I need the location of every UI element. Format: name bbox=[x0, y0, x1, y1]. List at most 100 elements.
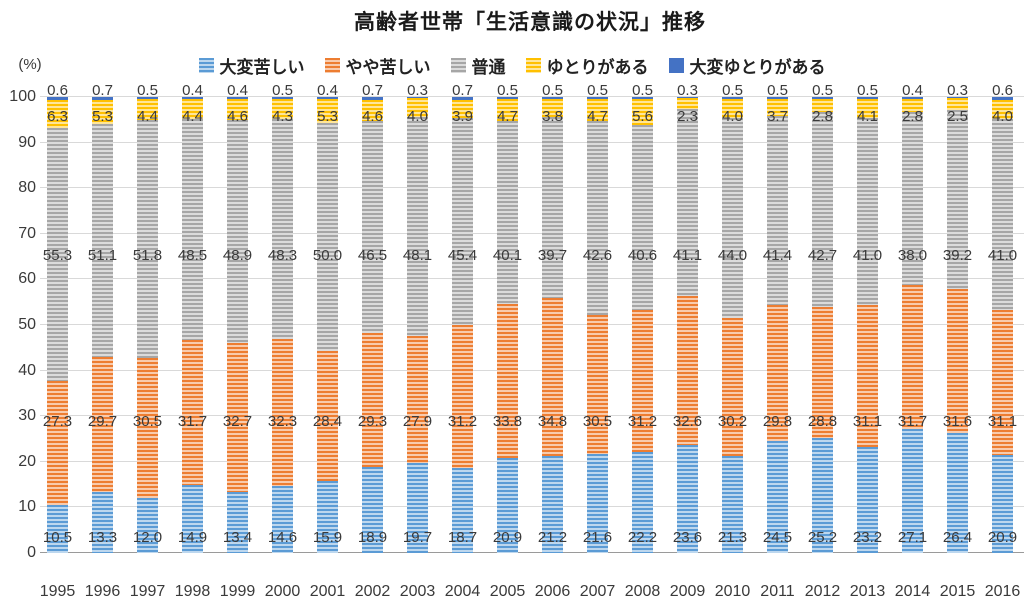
bar-segment-1-1997 bbox=[137, 357, 158, 498]
data-label-3-2010: 4.0 bbox=[722, 108, 743, 125]
x-axis-label-2010: 2010 bbox=[714, 583, 751, 600]
legend-item-3: ゆとりがある bbox=[525, 53, 649, 78]
data-label-1-2001: 28.4 bbox=[312, 413, 343, 430]
bar-2012 bbox=[812, 97, 833, 553]
data-label-0-2015: 26.4 bbox=[942, 529, 973, 546]
x-axis-label-1998: 1998 bbox=[174, 583, 211, 600]
bar-segment-1-1996 bbox=[92, 357, 113, 493]
bar-segment-3-2008 bbox=[632, 99, 653, 125]
y-axis-tick-label: 70 bbox=[18, 224, 36, 242]
data-label-2-2010: 44.0 bbox=[717, 247, 748, 264]
bar-segment-2-2012 bbox=[812, 112, 833, 307]
bar-segment-2-2001 bbox=[317, 123, 338, 351]
data-label-0-1996: 13.3 bbox=[87, 529, 118, 546]
gridline-100 bbox=[40, 96, 1024, 97]
data-label-2-2002: 46.5 bbox=[357, 247, 388, 264]
legend-item-1: やや苦しい bbox=[324, 53, 431, 78]
data-label-2-2015: 39.2 bbox=[942, 247, 973, 264]
data-label-0-2014: 27.1 bbox=[897, 529, 928, 546]
legend-label: ゆとりがある bbox=[546, 58, 649, 77]
data-label-1-2015: 31.6 bbox=[942, 413, 973, 430]
data-label-4-2004: 0.7 bbox=[452, 82, 473, 99]
x-axis-label-1997: 1997 bbox=[129, 583, 166, 600]
data-label-4-2006: 0.5 bbox=[542, 82, 563, 99]
y-axis-tick-label: 50 bbox=[18, 316, 36, 333]
bar-segment-2-2005 bbox=[497, 120, 518, 304]
bar-2013 bbox=[857, 97, 878, 553]
bar-segment-4-2003 bbox=[407, 97, 428, 99]
data-label-2-2016: 41.0 bbox=[987, 247, 1018, 264]
bar-segment-2-1998 bbox=[182, 118, 203, 341]
bar-segment-2-2004 bbox=[452, 118, 473, 326]
data-label-0-2001: 15.9 bbox=[312, 529, 343, 546]
bar-segment-2-2009 bbox=[677, 108, 698, 297]
plot-area bbox=[40, 96, 1024, 553]
legend-swatch-icon bbox=[450, 58, 466, 73]
bar-segment-4-2015 bbox=[947, 97, 968, 99]
bar-segment-2-2006 bbox=[542, 116, 563, 298]
gridline-90 bbox=[40, 141, 1024, 143]
data-label-4-2012: 0.5 bbox=[812, 82, 833, 99]
bar-segment-3-2010 bbox=[722, 99, 743, 118]
x-axis-label-2012: 2012 bbox=[804, 583, 841, 600]
bar-segment-0-2002 bbox=[362, 466, 383, 553]
data-label-4-2003: 0.3 bbox=[407, 82, 428, 99]
data-label-2-2013: 41.0 bbox=[852, 247, 883, 264]
bar-segment-3-2002 bbox=[362, 100, 383, 122]
gridline-70 bbox=[40, 232, 1024, 234]
bar-segment-3-1999 bbox=[227, 98, 248, 120]
data-label-2-2014: 38.0 bbox=[897, 247, 928, 264]
bar-2006 bbox=[542, 97, 563, 553]
x-axis-label-1999: 1999 bbox=[219, 583, 256, 600]
bar-segment-2-2016 bbox=[992, 118, 1013, 311]
data-label-1-2009: 32.6 bbox=[672, 413, 703, 430]
data-label-4-2011: 0.5 bbox=[767, 82, 788, 99]
x-axis-label-2000: 2000 bbox=[264, 583, 301, 600]
data-label-4-1998: 0.4 bbox=[182, 82, 203, 99]
data-label-4-2005: 0.5 bbox=[497, 82, 518, 99]
bar-segment-1-2010 bbox=[722, 318, 743, 456]
y-axis-tick-label: 100 bbox=[9, 88, 36, 105]
data-label-2-1996: 51.1 bbox=[87, 247, 118, 264]
data-label-4-2001: 0.4 bbox=[317, 82, 338, 99]
data-label-1-2006: 34.8 bbox=[537, 413, 568, 430]
data-label-3-2015: 2.5 bbox=[947, 108, 968, 125]
bar-segment-0-1996 bbox=[92, 492, 113, 553]
data-label-1-2002: 29.3 bbox=[357, 413, 388, 430]
y-axis-tick-label: 20 bbox=[18, 452, 36, 470]
bar-segment-1-2012 bbox=[812, 306, 833, 439]
data-label-3-2002: 4.6 bbox=[362, 108, 383, 125]
data-label-1-2014: 31.7 bbox=[897, 413, 928, 430]
bar-segment-1-2005 bbox=[497, 303, 518, 458]
data-label-3-2000: 4.3 bbox=[272, 108, 293, 125]
data-label-1-2011: 29.8 bbox=[762, 413, 793, 430]
data-label-2-2009: 41.1 bbox=[672, 247, 703, 264]
data-label-3-2004: 3.9 bbox=[452, 108, 473, 125]
bar-segment-4-2000 bbox=[272, 97, 293, 100]
bar-segment-0-1995 bbox=[47, 505, 68, 553]
bar-segment-4-2002 bbox=[362, 97, 383, 101]
x-axis-label-2013: 2013 bbox=[849, 583, 886, 600]
bar-segment-0-1997 bbox=[137, 497, 158, 553]
bar-segment-0-1999 bbox=[227, 491, 248, 553]
data-label-2-2006: 39.7 bbox=[537, 247, 568, 264]
data-label-0-2010: 21.3 bbox=[717, 529, 748, 546]
data-label-4-1996: 0.7 bbox=[92, 82, 113, 99]
bar-segment-4-1999 bbox=[227, 97, 248, 99]
data-label-1-2003: 27.9 bbox=[402, 413, 433, 430]
bar-segment-1-2009 bbox=[677, 296, 698, 446]
bar-segment-2-1996 bbox=[92, 124, 113, 358]
data-label-4-2007: 0.5 bbox=[587, 82, 608, 99]
data-label-0-1997: 12.0 bbox=[132, 529, 163, 546]
legend-swatch-icon bbox=[525, 58, 541, 73]
data-label-4-2013: 0.5 bbox=[857, 82, 878, 99]
data-label-1-1998: 31.7 bbox=[177, 413, 208, 430]
bar-segment-0-2014 bbox=[902, 429, 923, 553]
bar-segment-2-1997 bbox=[137, 119, 158, 358]
bar-segment-1-2002 bbox=[362, 333, 383, 467]
y-axis-tick-label: 80 bbox=[18, 179, 36, 197]
data-label-4-2002: 0.7 bbox=[362, 82, 383, 99]
data-label-3-2005: 4.7 bbox=[497, 108, 518, 125]
data-label-1-1997: 30.5 bbox=[132, 413, 163, 430]
data-label-3-2011: 3.7 bbox=[767, 108, 788, 125]
